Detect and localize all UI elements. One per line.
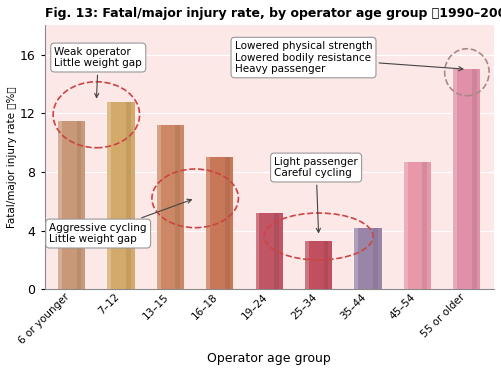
Bar [157, 125, 184, 289]
Bar [58, 121, 85, 289]
Text: Weak operator
Little weight gap: Weak operator Little weight gap [55, 47, 142, 97]
Bar [355, 228, 382, 289]
Bar [403, 162, 408, 289]
Text: Lowered physical strength
Lowered bodily resistance
Heavy passenger: Lowered physical strength Lowered bodily… [234, 41, 463, 74]
Bar [472, 69, 476, 289]
Text: Light passenger
Careful cycling: Light passenger Careful cycling [274, 157, 358, 232]
Bar [422, 162, 427, 289]
Bar [304, 241, 309, 289]
Bar [353, 228, 358, 289]
Bar [106, 102, 111, 289]
Bar [57, 121, 62, 289]
X-axis label: Operator age group: Operator age group [207, 352, 331, 365]
Bar [255, 213, 260, 289]
Bar [274, 213, 279, 289]
Bar [452, 69, 457, 289]
Bar [225, 157, 229, 289]
Bar [305, 241, 332, 289]
Bar [175, 125, 180, 289]
Bar [373, 228, 378, 289]
Y-axis label: Fatal/major injury rate （%）: Fatal/major injury rate （%） [7, 86, 17, 228]
Bar [404, 162, 431, 289]
Bar [108, 102, 135, 289]
Text: Aggressive cycling
Little weight gap: Aggressive cycling Little weight gap [50, 199, 191, 244]
Bar [206, 157, 233, 289]
Text: Fig. 13: Fatal/major injury rate, by operator age group （1990–2007）: Fig. 13: Fatal/major injury rate, by ope… [45, 7, 501, 20]
Bar [77, 121, 82, 289]
Bar [205, 157, 210, 289]
Bar [324, 241, 329, 289]
Bar [256, 213, 283, 289]
Bar [156, 125, 161, 289]
Bar [126, 102, 131, 289]
Bar [453, 69, 480, 289]
